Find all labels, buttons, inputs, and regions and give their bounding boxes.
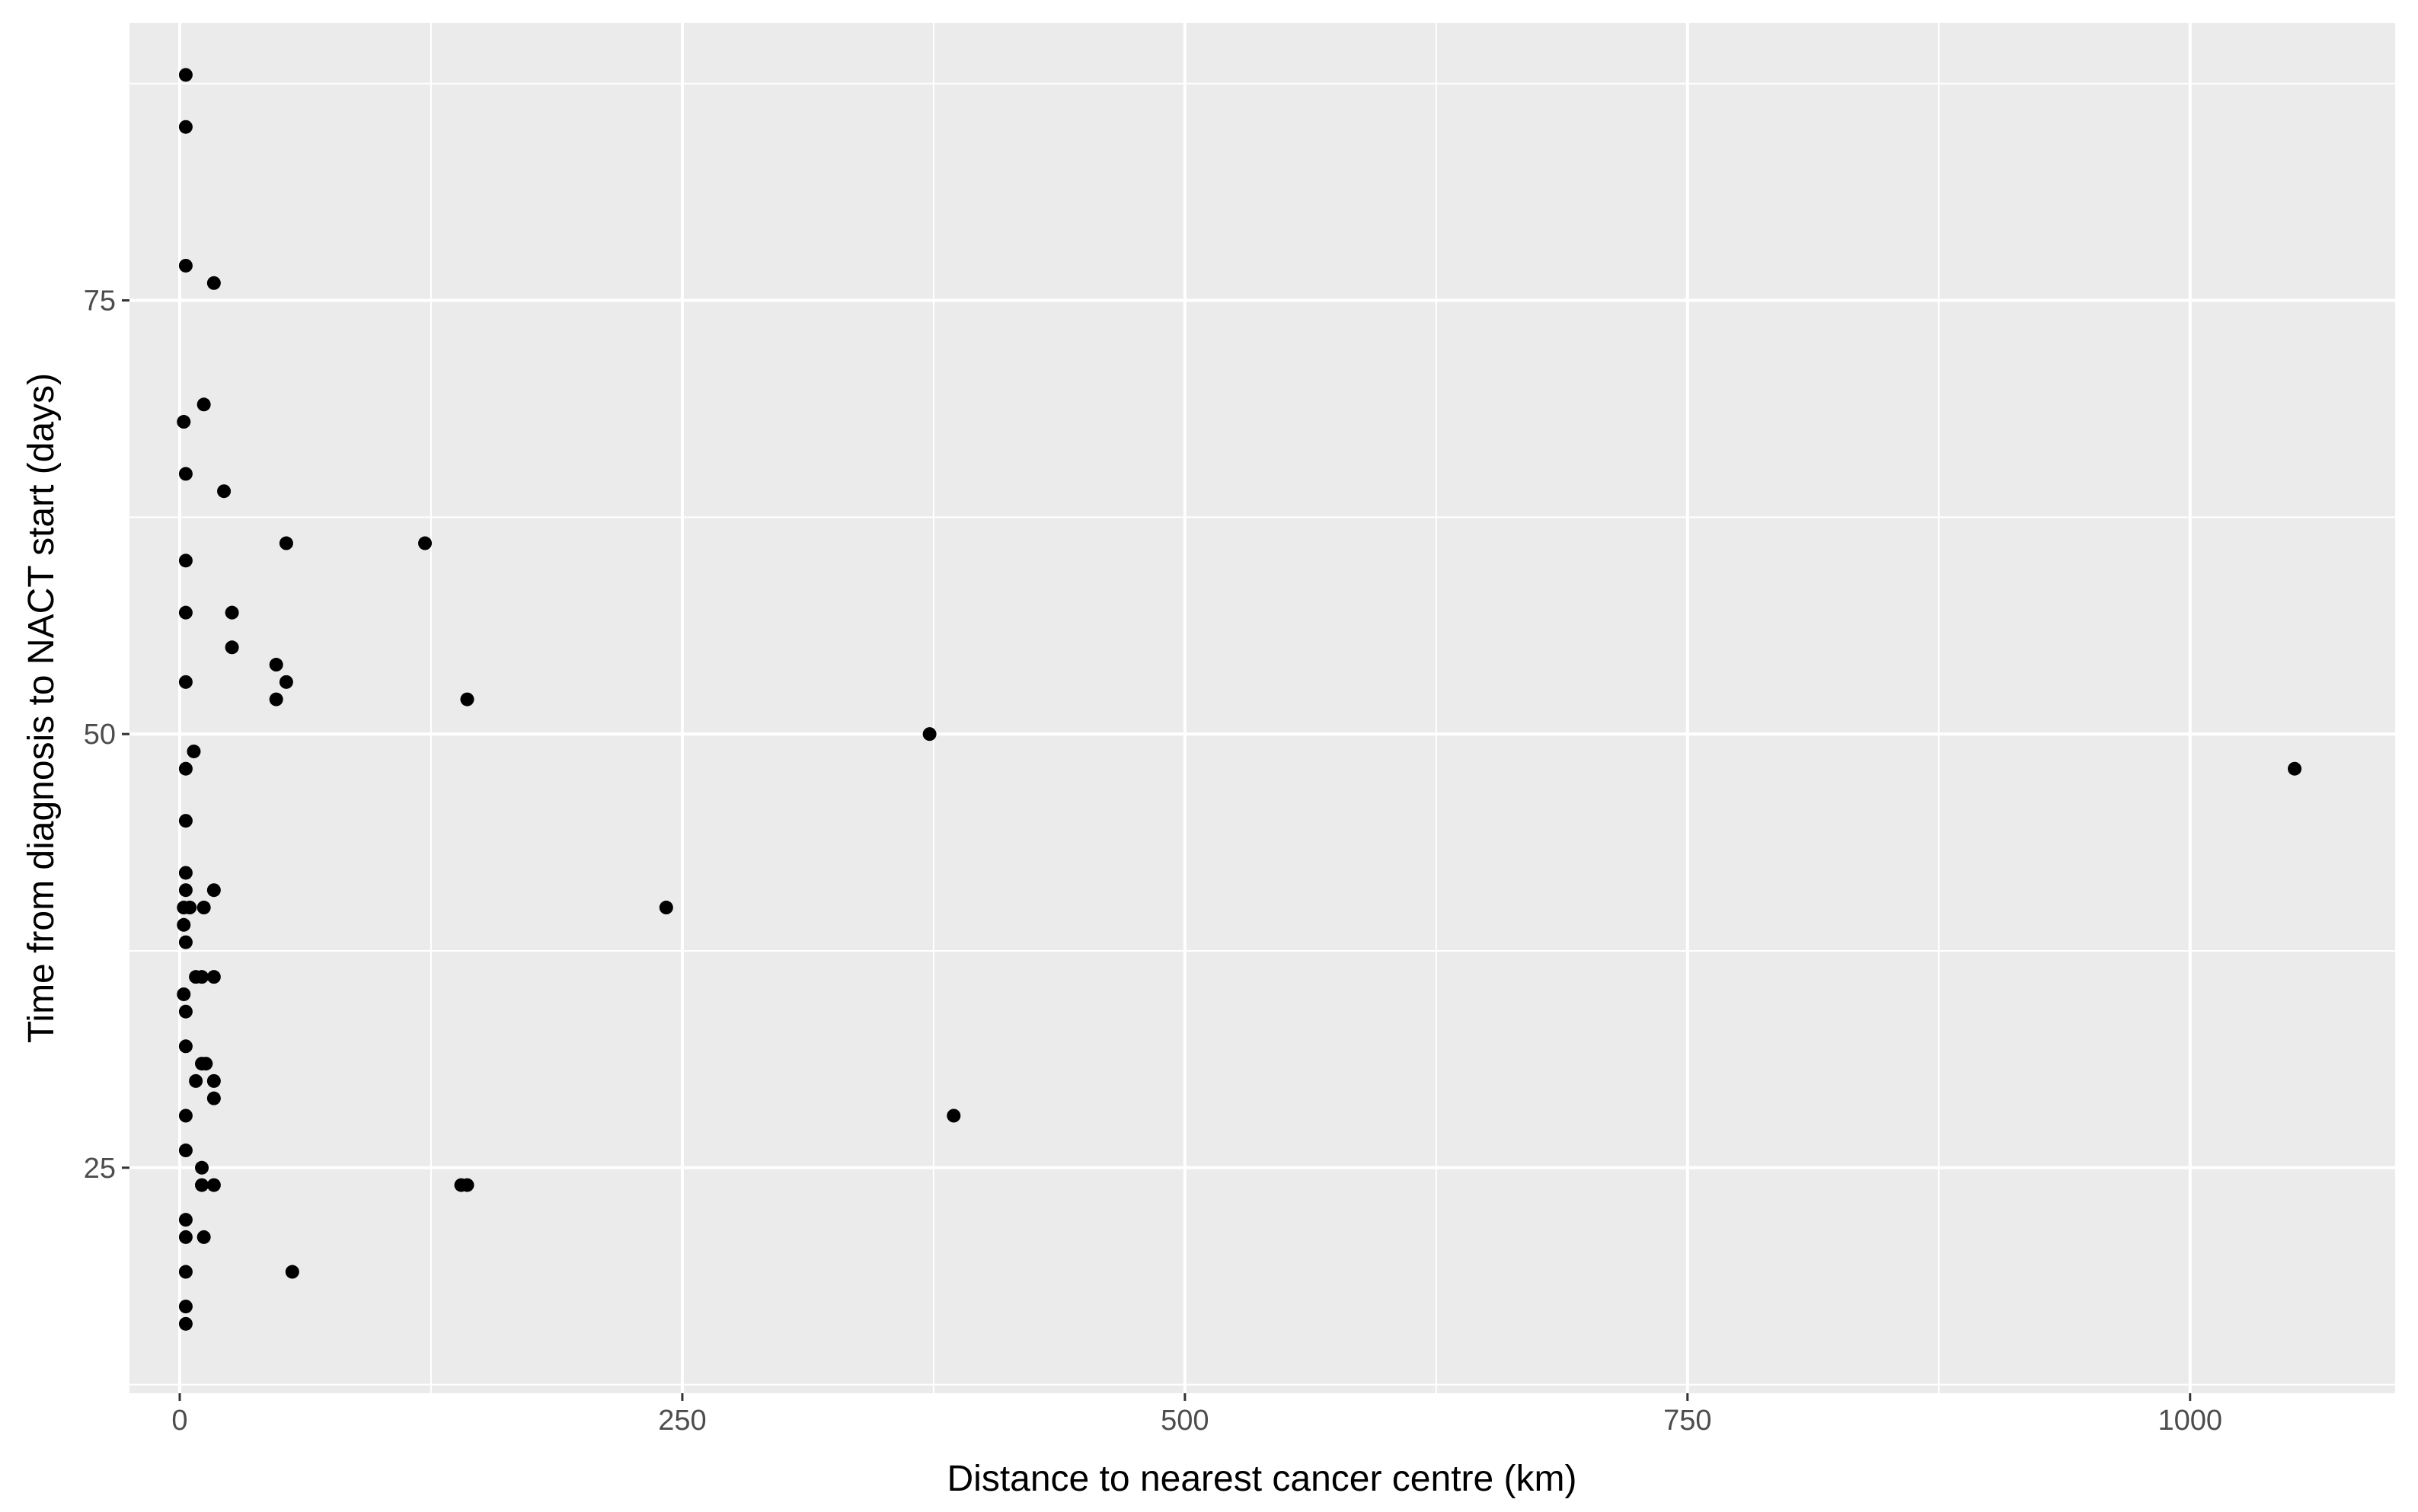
data-point xyxy=(195,1160,209,1175)
data-point xyxy=(178,120,193,134)
data-point xyxy=(460,1178,474,1192)
data-point xyxy=(225,605,239,620)
data-point xyxy=(178,467,193,481)
data-point xyxy=(285,1265,299,1279)
data-point xyxy=(217,484,232,499)
data-point xyxy=(178,866,193,880)
data-point xyxy=(196,901,211,915)
data-point xyxy=(178,675,193,689)
data-point xyxy=(269,658,283,672)
y-axis: 25 50 75 xyxy=(84,285,129,1185)
data-point xyxy=(178,1144,193,1158)
data-point xyxy=(2288,761,2302,776)
data-point xyxy=(178,1213,193,1227)
data-point xyxy=(177,415,191,429)
data-point xyxy=(196,1230,211,1244)
x-tick-label: 0 xyxy=(171,1405,187,1437)
data-point xyxy=(922,727,937,742)
x-axis-title: Distance to nearest cancer centre (km) xyxy=(947,1459,1577,1499)
data-point xyxy=(225,640,239,655)
data-point xyxy=(195,970,209,984)
data-point xyxy=(659,901,673,915)
data-point xyxy=(178,935,193,949)
data-points xyxy=(177,68,2302,1331)
data-point xyxy=(279,675,293,689)
data-point xyxy=(178,68,193,82)
data-point xyxy=(187,744,201,758)
x-tick-label: 250 xyxy=(658,1405,706,1437)
data-point xyxy=(947,1108,961,1123)
y-tick-label: 25 xyxy=(84,1153,116,1185)
major-gridlines xyxy=(129,23,2395,1393)
data-point xyxy=(178,1108,193,1123)
x-tick-label: 750 xyxy=(1663,1405,1711,1437)
y-tick-label: 50 xyxy=(84,719,116,751)
data-point xyxy=(206,1178,221,1192)
data-point xyxy=(183,901,197,915)
data-point xyxy=(178,1265,193,1279)
data-point xyxy=(178,1230,193,1244)
data-point xyxy=(199,1057,213,1071)
data-point xyxy=(279,536,293,550)
data-point xyxy=(196,397,211,412)
data-point xyxy=(178,1316,193,1331)
plot-panel xyxy=(129,23,2395,1393)
data-point xyxy=(178,1039,193,1054)
data-point xyxy=(195,1178,209,1192)
data-point xyxy=(206,883,221,898)
data-point xyxy=(206,276,221,290)
y-axis-title: Time from diagnosis to NACT start (days) xyxy=(21,373,62,1043)
data-point xyxy=(178,553,193,568)
minor-gridlines xyxy=(129,23,2395,1393)
data-point xyxy=(418,536,433,550)
data-point xyxy=(178,258,193,273)
y-tick-label: 75 xyxy=(84,285,116,317)
data-point xyxy=(206,1073,221,1088)
x-tick-label: 500 xyxy=(1161,1405,1209,1437)
data-point xyxy=(178,1004,193,1019)
x-axis: 0 250 500 750 1000 xyxy=(171,1393,2222,1437)
data-point xyxy=(178,883,193,898)
data-point xyxy=(178,814,193,828)
data-point xyxy=(269,692,283,707)
data-point xyxy=(178,761,193,776)
data-point xyxy=(178,605,193,620)
data-point xyxy=(177,917,191,932)
data-point xyxy=(178,1300,193,1314)
data-point xyxy=(189,1073,203,1088)
data-point xyxy=(460,692,474,707)
data-point xyxy=(206,970,221,984)
data-point xyxy=(177,987,191,1001)
x-tick-label: 1000 xyxy=(2158,1405,2222,1437)
data-point xyxy=(206,1091,221,1105)
